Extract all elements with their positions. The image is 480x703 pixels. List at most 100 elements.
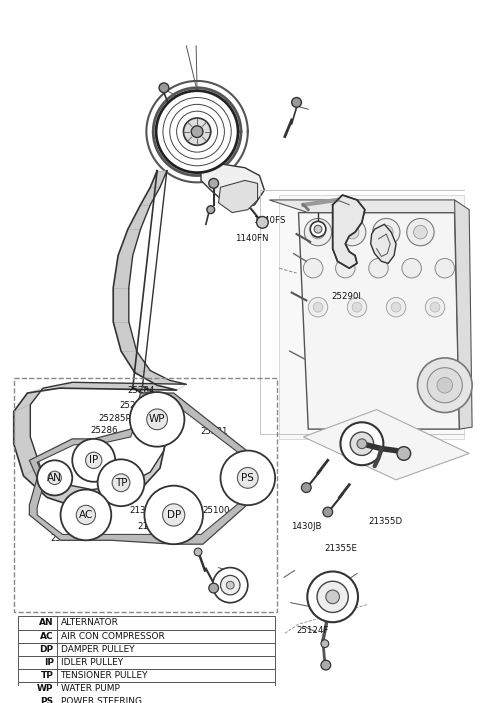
Circle shape <box>427 368 462 403</box>
Circle shape <box>183 118 211 146</box>
Text: 21355D: 21355D <box>369 517 403 526</box>
Circle shape <box>170 104 224 159</box>
Polygon shape <box>29 393 275 544</box>
Polygon shape <box>269 200 459 212</box>
Text: 21359A: 21359A <box>130 506 163 515</box>
Bar <box>14 378 277 612</box>
Polygon shape <box>303 410 469 480</box>
Text: TENSIONER PULLEY: TENSIONER PULLEY <box>60 671 148 680</box>
Circle shape <box>238 467 258 489</box>
Circle shape <box>340 423 384 465</box>
Circle shape <box>326 590 339 604</box>
Circle shape <box>220 451 275 505</box>
Text: AC: AC <box>79 510 93 520</box>
Text: 1140JF: 1140JF <box>151 426 180 435</box>
Text: TP: TP <box>115 478 127 488</box>
Text: WP: WP <box>37 684 54 693</box>
Bar <box>18 669 275 682</box>
Polygon shape <box>201 164 264 209</box>
Text: AN: AN <box>39 619 54 628</box>
Circle shape <box>227 581 234 589</box>
Circle shape <box>308 297 328 317</box>
Circle shape <box>402 259 421 278</box>
Text: 21359: 21359 <box>138 522 165 531</box>
Circle shape <box>386 297 406 317</box>
Polygon shape <box>333 195 365 268</box>
Polygon shape <box>455 200 472 429</box>
Text: 25286: 25286 <box>91 426 118 435</box>
Text: PS: PS <box>241 473 254 483</box>
Text: TP: TP <box>41 671 54 680</box>
Text: 25100: 25100 <box>203 506 230 515</box>
Circle shape <box>430 302 440 312</box>
Polygon shape <box>14 171 186 507</box>
Text: WP: WP <box>149 414 165 425</box>
Circle shape <box>314 225 322 233</box>
Text: 1123GF: 1123GF <box>145 647 179 656</box>
Circle shape <box>76 505 96 524</box>
Text: ALTERNATOR: ALTERNATOR <box>60 619 119 628</box>
Circle shape <box>347 297 367 317</box>
Text: IP: IP <box>44 658 54 667</box>
Circle shape <box>303 259 323 278</box>
Polygon shape <box>299 212 459 429</box>
Circle shape <box>301 483 311 493</box>
Bar <box>18 656 275 669</box>
Text: AN: AN <box>47 473 62 483</box>
Polygon shape <box>218 181 258 212</box>
Circle shape <box>112 474 130 491</box>
Text: POWER STEERING: POWER STEERING <box>60 697 142 703</box>
Circle shape <box>257 217 268 228</box>
Text: DP: DP <box>167 510 181 520</box>
Text: AIR CON COMPRESSOR: AIR CON COMPRESSOR <box>60 631 164 640</box>
Circle shape <box>380 225 393 239</box>
Text: IDLER PULLEY: IDLER PULLEY <box>60 658 123 667</box>
Text: 21355E: 21355E <box>324 544 357 553</box>
Text: WATER PUMP: WATER PUMP <box>60 684 120 693</box>
Circle shape <box>321 660 331 670</box>
Circle shape <box>397 446 411 460</box>
Text: 25285P: 25285P <box>98 414 131 423</box>
Circle shape <box>60 489 111 541</box>
Circle shape <box>345 225 359 239</box>
Text: 25281: 25281 <box>200 427 228 437</box>
Circle shape <box>177 111 217 152</box>
Circle shape <box>414 225 427 239</box>
Circle shape <box>323 507 333 517</box>
Circle shape <box>311 225 325 239</box>
Text: 25212A: 25212A <box>50 534 84 543</box>
Circle shape <box>147 409 168 430</box>
Text: IP: IP <box>89 456 98 465</box>
Text: 1430JB: 1430JB <box>291 522 322 531</box>
Circle shape <box>425 297 445 317</box>
Circle shape <box>357 439 367 449</box>
Text: DAMPER PULLEY: DAMPER PULLEY <box>60 645 134 654</box>
Text: AC: AC <box>40 631 54 640</box>
Bar <box>18 643 275 656</box>
Bar <box>18 617 275 629</box>
Circle shape <box>307 572 358 622</box>
Text: 25221: 25221 <box>193 647 221 656</box>
Circle shape <box>163 98 231 166</box>
Bar <box>18 695 275 703</box>
Text: PS: PS <box>41 697 54 703</box>
Circle shape <box>194 548 202 556</box>
Circle shape <box>292 98 301 108</box>
Bar <box>18 629 275 643</box>
Circle shape <box>372 219 400 246</box>
Circle shape <box>209 179 218 188</box>
Circle shape <box>191 126 203 138</box>
Circle shape <box>437 378 453 393</box>
Polygon shape <box>371 224 396 264</box>
Circle shape <box>313 302 323 312</box>
Circle shape <box>350 432 373 456</box>
Circle shape <box>220 575 240 595</box>
Circle shape <box>207 206 215 214</box>
Circle shape <box>369 259 388 278</box>
Bar <box>18 682 275 695</box>
Text: 1140FN: 1140FN <box>235 234 268 243</box>
Circle shape <box>72 439 115 482</box>
Circle shape <box>209 583 218 593</box>
Circle shape <box>213 567 248 602</box>
Circle shape <box>338 219 366 246</box>
